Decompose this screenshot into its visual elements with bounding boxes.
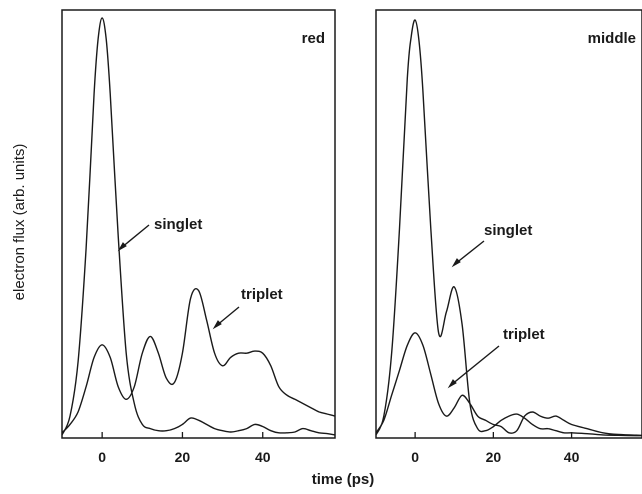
panel-red-x-tick-label-40: 40 <box>255 449 271 465</box>
panel-red-series-triplet <box>61 288 336 434</box>
panel-red-title: red <box>302 30 325 47</box>
panel-red-singlet-annotation: singlet <box>154 216 202 233</box>
panel-red-x-tick-label-0: 0 <box>98 449 106 465</box>
panel-middle-triplet-arrowhead <box>447 379 457 389</box>
panel-middle: middle 0 20 40 singlet triplet <box>375 9 642 465</box>
panel-middle-singlet-annotation: singlet <box>484 222 532 239</box>
y-axis-label: electron flux (arb. units) <box>11 144 28 301</box>
panel-red-frame <box>61 9 336 439</box>
panel-middle-triplet-arrow <box>450 345 500 386</box>
panel-red-triplet-arrowhead <box>212 320 222 330</box>
panel-red-series-singlet <box>61 17 336 436</box>
x-axis-label: time (ps) <box>312 471 375 488</box>
panel-middle-frame <box>375 9 642 439</box>
panel-middle-singlet-arrowhead <box>451 258 461 268</box>
panel-middle-series-triplet <box>375 332 642 436</box>
panel-middle-series-singlet <box>375 19 642 437</box>
panel-red: red 0 20 40 singlet triplet <box>61 9 336 465</box>
panel-red-triplet-annotation: triplet <box>241 286 283 303</box>
panel-middle-x-tick-label-0: 0 <box>411 449 419 465</box>
panel-red-x-tick-label-20: 20 <box>175 449 191 465</box>
panel-middle-x-tick-label-20: 20 <box>486 449 502 465</box>
panel-middle-title: middle <box>588 30 636 47</box>
panel-red-singlet-arrowhead <box>117 242 127 252</box>
panel-middle-triplet-annotation: triplet <box>503 326 545 343</box>
panel-middle-x-tick-label-40: 40 <box>564 449 580 465</box>
panel-middle-singlet-arrow <box>454 240 485 265</box>
panel-red-singlet-arrow <box>120 224 150 249</box>
